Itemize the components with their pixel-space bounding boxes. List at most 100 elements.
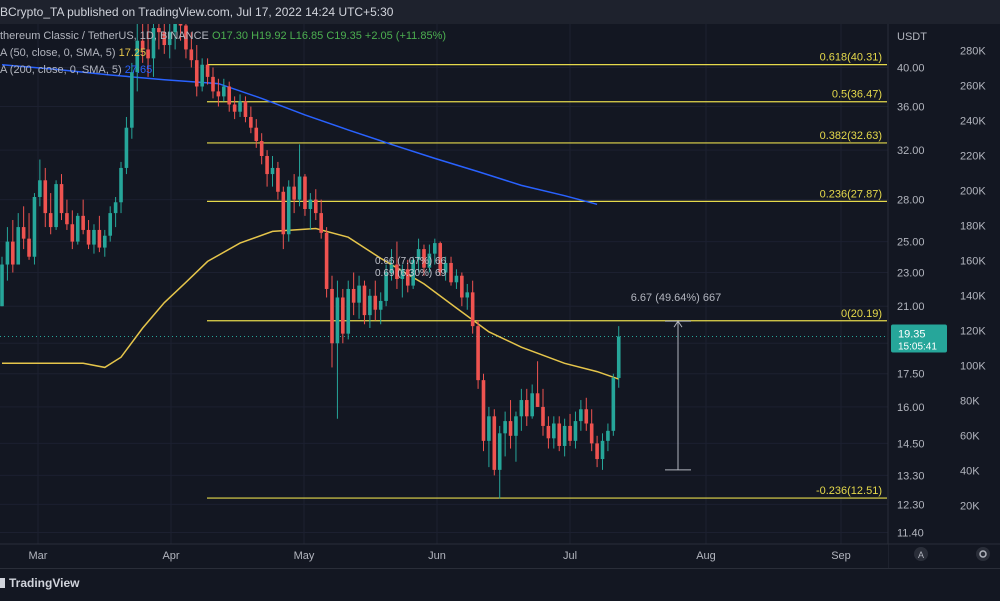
candle-body <box>189 49 194 61</box>
candle <box>508 400 513 449</box>
candle <box>189 32 194 68</box>
candle-body <box>492 416 497 470</box>
candle-body <box>97 229 102 248</box>
candle-body <box>70 224 75 242</box>
fib-retracement[interactable]: 0.618(40.31) 0.5(36.47) 0.382(32.63) 0.236(… <box>207 52 887 499</box>
candle-body <box>92 229 96 245</box>
candle <box>443 256 448 281</box>
candle <box>492 409 497 476</box>
volume-tick-label: 280K <box>960 46 986 58</box>
candle-body <box>378 300 383 310</box>
ma50-legend[interactable]: A (50, close, 0, SMA, 5) 17.25 <box>0 47 146 59</box>
candle <box>600 433 605 470</box>
candle <box>54 180 58 230</box>
candle <box>552 416 556 449</box>
candle <box>616 326 621 388</box>
ma200-label: A (200, close, 0, SMA, 5) <box>0 64 122 76</box>
candle <box>476 320 480 389</box>
candle-body <box>600 440 605 460</box>
settings-gear-icon[interactable] <box>976 547 990 561</box>
chart-background <box>0 24 888 568</box>
candle-body <box>427 253 432 268</box>
volume-tick-label: 180K <box>960 221 986 233</box>
candle-body <box>487 416 491 441</box>
candle <box>38 159 42 207</box>
candle <box>97 215 102 253</box>
volume-tick-label: 200K <box>960 186 986 198</box>
candle-body <box>205 64 210 77</box>
candle <box>216 78 221 107</box>
candle-body <box>616 336 621 378</box>
candle-body <box>102 235 107 248</box>
candle-body <box>573 421 578 441</box>
candle <box>16 213 21 265</box>
candle-body <box>281 191 286 235</box>
candle <box>460 272 464 307</box>
candle-body <box>303 176 307 210</box>
candle <box>65 199 69 230</box>
price-axis[interactable]: USDT 40.00 36.00 32.00 28.00 25.00 23.00 21.00 1… <box>887 24 1000 568</box>
candle <box>167 24 172 59</box>
volume-tick-label: 60K <box>960 431 980 443</box>
candle <box>535 361 540 407</box>
ohlc-high: H19.92 <box>251 30 287 42</box>
candle <box>519 388 524 431</box>
candle-body <box>465 292 470 298</box>
candle <box>373 280 378 321</box>
candle-body <box>433 243 437 254</box>
candle <box>611 373 616 436</box>
price-range-measure[interactable]: 6.67 (49.64%) 667 <box>631 292 722 471</box>
candle <box>286 180 291 242</box>
time-axis[interactable]: Mar Apr May Jun Jul Aug Sep A <box>0 543 1000 568</box>
last-price-value: 19.35 <box>898 329 926 341</box>
currency-label: USDT <box>897 31 927 43</box>
gear-icon-bg <box>976 547 990 561</box>
symbol-legend[interactable]: thereum Classic / TetherUS, 1D, BINANCE … <box>0 30 446 42</box>
ma200-legend[interactable]: A (200, close, 0, SMA, 5) 27.65 <box>0 64 152 76</box>
measure-arrow-icon <box>673 320 683 328</box>
measure-label: 6.67 (49.64%) 667 <box>631 292 722 304</box>
candle-body <box>232 104 237 112</box>
candle-body <box>443 262 448 273</box>
candle-body <box>75 215 80 242</box>
candle-body <box>119 167 123 203</box>
candle <box>238 94 242 117</box>
candle-body <box>313 199 318 214</box>
candle <box>411 256 415 289</box>
candle <box>162 24 167 54</box>
candle <box>400 264 405 298</box>
footer-bar <box>0 568 1000 601</box>
price-chart[interactable]: 0.618(40.31) 0.5(36.47) 0.382(32.63) 0.236(… <box>0 24 1000 568</box>
fib-level-label: 0(20.19) <box>841 308 882 320</box>
candle <box>405 259 410 293</box>
candle <box>211 67 215 99</box>
ma50-line <box>2 227 619 380</box>
candle-body <box>222 86 226 97</box>
price-tick-label: 14.50 <box>897 438 925 450</box>
candle-body <box>579 409 583 422</box>
candle <box>92 224 96 254</box>
volume-tick-label: 20K <box>960 501 980 513</box>
tradingview-brand[interactable]: TradingView <box>0 576 79 590</box>
candle-body <box>157 28 161 33</box>
candle <box>173 24 177 50</box>
candle <box>303 174 307 216</box>
candle-body <box>211 76 215 92</box>
candle-body <box>265 155 269 175</box>
volume-tick-label: 80K <box>960 396 980 408</box>
candle <box>362 280 367 325</box>
candle-body <box>389 264 394 273</box>
fib-level-label: 0.5(36.47) <box>832 89 882 101</box>
candle-body <box>546 425 551 439</box>
candle-body <box>38 180 42 197</box>
candle <box>205 58 210 85</box>
candle <box>135 24 140 92</box>
candles <box>0 24 621 499</box>
volume-tick-label: 260K <box>960 81 986 93</box>
moving-averages <box>1 63 619 380</box>
candle <box>5 227 10 281</box>
candle-body <box>481 380 486 441</box>
candle <box>265 150 269 187</box>
auto-scale-button[interactable] <box>914 547 928 561</box>
candle <box>422 244 426 276</box>
